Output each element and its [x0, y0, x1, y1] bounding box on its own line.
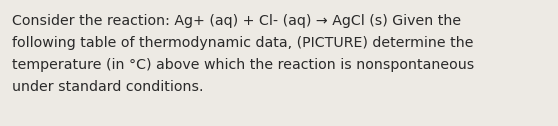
Text: following table of thermodynamic data, (PICTURE) determine the: following table of thermodynamic data, (…	[12, 36, 474, 50]
Text: Consider the reaction: Ag+ (aq) + Cl- (aq) → AgCl (s) Given the: Consider the reaction: Ag+ (aq) + Cl- (a…	[12, 14, 461, 28]
Text: temperature (in °C) above which the reaction is nonspontaneous: temperature (in °C) above which the reac…	[12, 58, 474, 72]
Text: under standard conditions.: under standard conditions.	[12, 80, 204, 94]
